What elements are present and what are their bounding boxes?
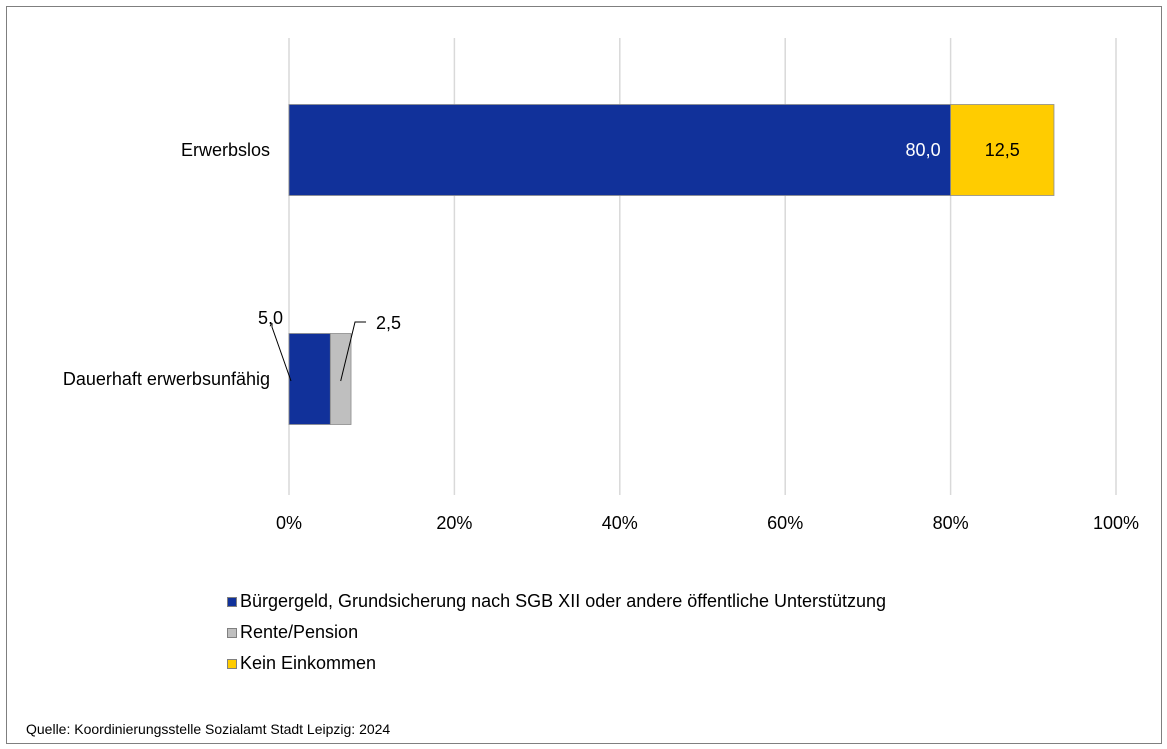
- data-label: 80,0: [906, 140, 941, 160]
- legend-item: Kein Einkommen: [227, 648, 886, 679]
- legend-label: Kein Einkommen: [240, 653, 377, 673]
- bar-segment: [288, 104, 951, 196]
- x-tick-label: 60%: [767, 513, 803, 533]
- x-tick-label: 20%: [436, 513, 472, 533]
- bar-segment: [950, 104, 1055, 196]
- legend-swatch: [227, 596, 237, 607]
- bar-segment: [288, 333, 331, 425]
- category-label: Erwerbslos: [181, 140, 270, 160]
- leader-line: [340, 321, 367, 382]
- leader-line: [271, 323, 292, 382]
- x-tick-label: 0%: [276, 513, 302, 533]
- x-tick-label: 80%: [933, 513, 969, 533]
- bar-chart: 80,0 12,5 5,0 2,5 0% 20% 40% 60% 80% 100% Erwerb…: [63, 38, 1139, 533]
- legend-label: Rente/Pension: [240, 622, 359, 642]
- data-label: 2,5: [376, 313, 401, 333]
- legend-item: Rente/Pension: [227, 617, 886, 648]
- legend: Bürgergeld, Grundsicherung nach SGB XII …: [227, 586, 886, 679]
- legend-label: Bürgergeld, Grundsicherung nach SGB XII …: [240, 591, 887, 611]
- x-tick-label: 40%: [602, 513, 638, 533]
- data-label: 12,5: [985, 140, 1020, 160]
- legend-swatch: [227, 627, 237, 638]
- category-label: Dauerhaft erwerbsunfähig: [63, 369, 270, 389]
- legend-swatch: [227, 658, 237, 669]
- x-tick-label: 100%: [1093, 513, 1139, 533]
- source-note: Quelle: Koordinierungsstelle Sozialamt S…: [26, 721, 391, 737]
- legend-item: Bürgergeld, Grundsicherung nach SGB XII …: [227, 586, 886, 617]
- data-label: 5,0: [258, 308, 283, 328]
